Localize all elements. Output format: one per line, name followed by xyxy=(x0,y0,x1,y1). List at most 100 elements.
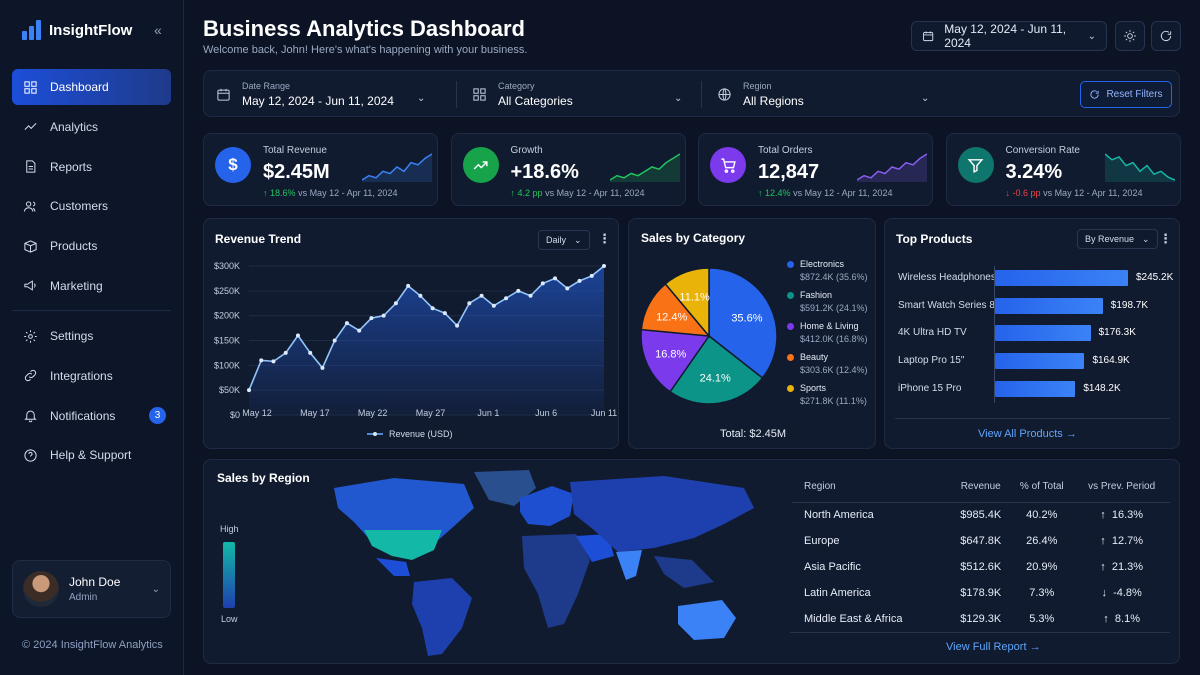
region-filter[interactable]: Region All Regions xyxy=(717,71,932,118)
sidebar-item-settings[interactable]: Settings xyxy=(12,318,171,354)
kpi-sparkline xyxy=(609,153,680,182)
filter-label: Region xyxy=(743,81,772,91)
kpi-card-total-revenue[interactable]: $ Total Revenue $2.45M ↑ 18.6% vs May 12… xyxy=(203,133,438,206)
sidebar-item-products[interactable]: Products xyxy=(12,228,171,264)
more-options-icon[interactable]: ⋮ xyxy=(598,231,611,246)
kpi-card-conversion-rate[interactable]: Conversion Rate 3.24% ↓ -0.6 pp vs May 1… xyxy=(945,133,1181,206)
kpi-card-total-orders[interactable]: Total Orders 12,847 ↑ 12.4% vs May 12 - … xyxy=(698,133,933,206)
y-tick-label: $300K xyxy=(214,261,240,271)
sidebar-item-label: Analytics xyxy=(50,119,99,134)
sort-dropdown[interactable]: By Revenue ⌄ xyxy=(1077,229,1158,249)
table-row[interactable]: Middle East & Africa $129.3K 5.3% ↑ 8.1% xyxy=(792,606,1170,632)
category-filter[interactable]: Category All Categories xyxy=(472,71,687,118)
theme-toggle-button[interactable] xyxy=(1115,21,1145,51)
chevron-down-icon: ⌄ xyxy=(574,234,582,245)
y-tick-label: $0 xyxy=(230,410,240,420)
filter-divider xyxy=(456,81,457,108)
column-header[interactable]: Revenue xyxy=(951,472,1011,503)
product-value: $148.2K xyxy=(1083,382,1121,394)
kpi-value: $2.45M xyxy=(263,161,330,183)
region-share: 7.3% xyxy=(1029,587,1055,599)
data-point xyxy=(516,288,521,293)
kpi-card-growth[interactable]: Growth +18.6% ↑ 4.2 pp vs May 12 - Apr 1… xyxy=(450,133,686,206)
app-name: InsightFlow xyxy=(49,21,133,39)
help-circle-icon xyxy=(22,447,38,463)
refresh-button[interactable] xyxy=(1151,21,1181,51)
date-range-picker[interactable]: May 12, 2024 - Jun 11, 2024 ⌄ xyxy=(911,21,1107,51)
product-bar[interactable] xyxy=(995,297,1103,314)
logo[interactable]: InsightFlow xyxy=(22,20,132,40)
table-row[interactable]: North America $985.4K 40.2% ↑ 16.3% xyxy=(792,502,1170,528)
view-full-report-link[interactable]: View Full Report → xyxy=(946,641,1041,653)
data-point xyxy=(442,311,447,316)
map-region-southeast-asia xyxy=(654,556,714,588)
column-header[interactable]: vs Prev. Period xyxy=(1073,472,1170,503)
user-menu[interactable]: John Doe Admin ⌄ xyxy=(12,560,171,618)
view-all-products-link[interactable]: View All Products → xyxy=(978,428,1077,440)
sidebar-item-reports[interactable]: Reports xyxy=(12,149,171,185)
dollar-icon: $ xyxy=(228,155,238,174)
kpi-delta: ↑ 4.2 pp vs May 12 - Apr 11, 2024 xyxy=(511,188,645,198)
more-options-icon[interactable]: ⋮ xyxy=(1159,231,1172,246)
data-point xyxy=(491,303,496,308)
scale-low-label: Low xyxy=(221,614,238,624)
y-tick-label: $100K xyxy=(214,360,240,370)
region-change: ↑ 16.3% xyxy=(1073,502,1170,528)
filter-value: All Regions xyxy=(743,94,804,108)
table-row[interactable]: Europe $647.8K 26.4% ↑ 12.7% xyxy=(792,528,1170,554)
region-share: 26.4% xyxy=(1026,535,1058,547)
sparkline-line xyxy=(362,153,432,181)
kpi-delta-value: 18.6% xyxy=(270,188,296,198)
table-row[interactable]: Asia Pacific $512.6K 20.9% ↑ 21.3% xyxy=(792,554,1170,580)
sparkline-area xyxy=(1104,154,1175,182)
data-point xyxy=(344,321,349,326)
double-chevron-left-icon[interactable]: « xyxy=(154,22,162,38)
calendar-icon xyxy=(923,31,934,42)
arrow-up-icon: ↑ xyxy=(510,188,516,198)
category-total: Total: $2.45M xyxy=(720,428,787,440)
sidebar-item-marketing[interactable]: Marketing xyxy=(12,268,171,304)
kpi-label: Growth xyxy=(510,145,543,156)
sidebar-item-help-support[interactable]: Help & Support xyxy=(12,437,171,473)
kpi-delta-value: -0.6 pp xyxy=(1012,188,1041,198)
product-bar[interactable] xyxy=(995,325,1091,342)
table-row[interactable]: Latin America $178.9K 7.3% ↓ -4.8% xyxy=(792,580,1170,606)
product-bar[interactable] xyxy=(995,353,1085,370)
sparkline-area xyxy=(609,154,680,182)
megaphone-icon xyxy=(22,278,38,294)
column-header[interactable]: Region xyxy=(792,472,952,503)
data-point xyxy=(528,293,533,298)
sidebar-item-integrations[interactable]: Integrations xyxy=(12,358,171,394)
date-range-filter[interactable]: Date Range May 12, 2024 - Jun 11, 2024 xyxy=(216,71,431,118)
product-bar[interactable] xyxy=(995,380,1076,397)
reset-filters-button[interactable]: Reset Filters xyxy=(1080,81,1172,108)
filter-value: All Categories xyxy=(498,94,573,108)
revenue-trend-chart: $0 $50K $100K $150K $200K $250K $300K May 12 May… xyxy=(214,261,617,439)
legend-name: Home & Living xyxy=(800,321,859,331)
pie-slice-label: 35.6% xyxy=(731,313,762,325)
gear-icon xyxy=(22,328,38,344)
sidebar-item-label: Reports xyxy=(50,159,93,174)
chart-legend: Revenue (USD) xyxy=(367,429,453,439)
kpi-compare: vs May 12 - Apr 11, 2024 xyxy=(1043,188,1143,198)
sidebar-item-customers[interactable]: Customers xyxy=(12,188,171,224)
x-tick-label: Jun 11 xyxy=(591,408,617,418)
product-bar[interactable] xyxy=(995,270,1128,286)
map-region-mexico xyxy=(376,558,410,576)
filter-label: Date Range xyxy=(242,81,291,91)
card-divider xyxy=(895,418,1170,419)
sidebar-item-dashboard[interactable]: Dashboard xyxy=(12,69,171,105)
pie-slice xyxy=(669,334,764,405)
period-dropdown[interactable]: Daily ⌄ xyxy=(538,230,590,250)
arrow-up-icon: ↑ xyxy=(263,188,268,198)
sidebar-item-analytics[interactable]: Analytics xyxy=(12,109,171,145)
kpi-icon xyxy=(462,147,499,183)
kpi-sparkline xyxy=(1104,153,1175,182)
sidebar-item-notifications[interactable]: Notifications 3 xyxy=(12,398,171,434)
product-name: Smart Watch Series 8 xyxy=(898,299,995,311)
legend-dot xyxy=(787,385,794,393)
region-name: Europe xyxy=(804,535,840,547)
kpi-compare: vs May 12 - Apr 11, 2024 xyxy=(545,188,645,198)
column-header[interactable]: % of Total xyxy=(1010,472,1074,503)
legend-item: Home & Living $412.0K (16.8%) xyxy=(787,321,868,344)
